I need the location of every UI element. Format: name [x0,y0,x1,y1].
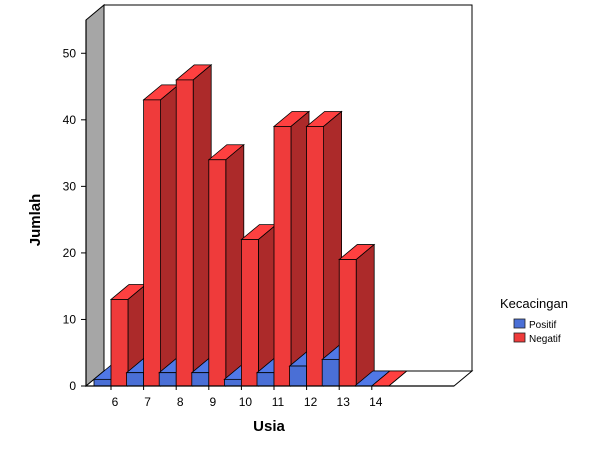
x-tick-label-7: 7 [144,395,151,409]
legend-label-negatif: Negatif [529,334,561,345]
y-tick-label: 40 [63,113,77,127]
legend-swatch-positif [513,318,526,329]
legend-title: Kecacingan [500,296,568,311]
legend: Kecacingan Positif Negatif [500,296,568,345]
x-tick-label-11: 11 [272,395,285,409]
x-tick-label-9: 9 [209,395,216,409]
bar-negatif-9 [207,143,245,387]
axes-group: 0 10 20 30 40 50 6 7 8 9 10 11 12 13 14 [63,20,454,409]
x-tick-label-13: 13 [337,395,351,409]
bar-negatif-6 [109,283,148,387]
x-axis-title: Usia [253,418,285,435]
x-tick-label-14: 14 [369,395,383,409]
y-tick-label: 20 [63,246,77,260]
legend-swatch-negatif [513,332,526,343]
bars-group [92,64,408,387]
y-tick-label: 30 [63,179,77,193]
y-tick-label: 0 [69,379,76,393]
bar-negatif-8 [175,64,213,387]
bar-negatif-13 [338,243,376,387]
y-tick-label: 50 [63,46,77,60]
x-tick-label-10: 10 [239,395,253,409]
side-wall [85,3,105,388]
legend-label-positif: Positif [529,320,556,331]
bar-negatif-10 [240,223,278,387]
bar-negatif-12 [305,110,343,387]
y-tick-label: 10 [63,312,77,326]
bar-negatif-7 [142,84,180,387]
x-tick-label-12: 12 [304,395,318,409]
y-axis-title: Jumlah [27,194,44,247]
x-tick-label-6: 6 [112,395,119,409]
x-tick-label-8: 8 [177,395,184,409]
bar-negatif-11 [272,110,311,387]
